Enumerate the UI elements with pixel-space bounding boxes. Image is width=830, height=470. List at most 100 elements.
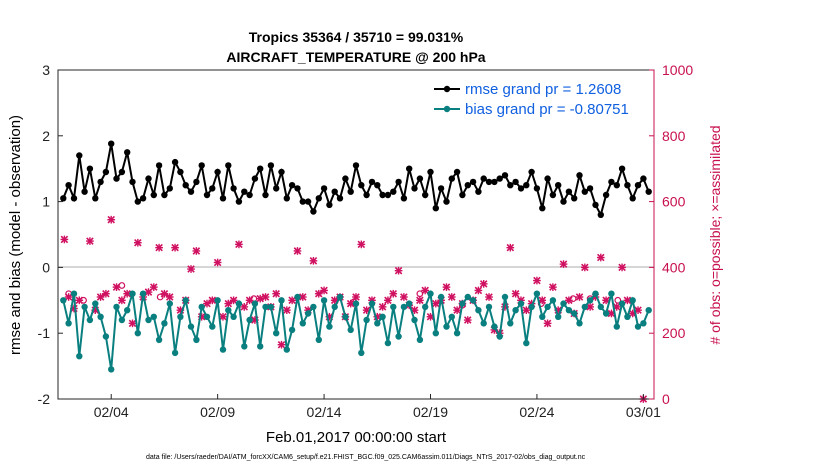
bias-point [278, 297, 285, 304]
bias-point [81, 303, 88, 311]
obs-assimilated-point [485, 293, 493, 301]
rmse-point [501, 172, 509, 179]
rmse-point [150, 191, 157, 199]
bias-point [539, 313, 546, 320]
rmse-point [347, 188, 354, 195]
rmse-point [358, 182, 365, 189]
bias-point [608, 290, 615, 297]
plot-area [57, 69, 655, 403]
bias-point [448, 313, 455, 320]
bias-point [411, 316, 418, 324]
rmse-point [86, 165, 94, 172]
rmse-point [576, 172, 583, 179]
rmse-point [539, 205, 546, 212]
bias-point [171, 349, 179, 357]
obs-assimilated-point [293, 247, 302, 255]
rmse-point [118, 168, 126, 176]
obs-assimilated-point [580, 263, 589, 272]
bias-point [315, 336, 322, 343]
rmse-point [76, 152, 83, 159]
rmse-point [555, 182, 562, 189]
bias-point [533, 290, 541, 297]
rmse-point [161, 191, 168, 199]
bias-point [501, 293, 509, 301]
rmse-point [283, 195, 290, 202]
rmse-point [517, 185, 525, 192]
bias-point [310, 303, 317, 311]
rmse-point [251, 175, 259, 182]
bias-point [225, 307, 232, 314]
y-tick-label: -1 [38, 325, 51, 341]
rmse-point [342, 175, 349, 182]
obs-assimilated-point [421, 286, 430, 295]
rmse-point [560, 198, 567, 205]
y-tick-label: 1 [42, 194, 50, 210]
obs-assimilated-point [543, 319, 552, 328]
obs-possible-point [614, 296, 622, 304]
bias-point [187, 323, 195, 330]
rmse-point [528, 168, 535, 176]
x-axis-label: Feb.01,2017 00:00:00 start [266, 429, 447, 446]
bias-point [379, 313, 386, 320]
rmse-point [257, 165, 264, 172]
x-tick-label: 03/01 [626, 404, 661, 420]
rmse-point [618, 165, 626, 172]
rmse-point [209, 185, 216, 192]
y-tick-label: 0 [42, 259, 50, 275]
rmse-point [139, 195, 147, 202]
rmse-point [326, 201, 333, 209]
bias-point [161, 320, 168, 327]
bias-point [60, 297, 67, 304]
bias-point [326, 323, 333, 330]
obs-assimilated-point [384, 296, 392, 305]
rmse-point [523, 182, 530, 189]
bias-point [358, 349, 365, 357]
bias-point [70, 290, 78, 297]
rmse-point [480, 175, 487, 182]
rmse-point [416, 175, 424, 182]
rmse-point [507, 182, 514, 189]
obs-assimilated-point [60, 235, 69, 244]
obs-assimilated-point [533, 276, 541, 285]
bias-point [113, 303, 120, 311]
bias-point [267, 303, 275, 311]
bias-point [108, 366, 115, 373]
obs-assimilated-point [213, 258, 222, 267]
bias-point [97, 313, 104, 320]
y-right-tick-label: 1000 [662, 62, 693, 78]
rmse-point [581, 188, 588, 195]
rmse-point [241, 188, 248, 195]
rmse-point [225, 162, 232, 169]
y-axis-right-label: # of obs: o=possible; ×=assimilated [707, 125, 723, 344]
rmse-point [640, 175, 647, 182]
rmse-point [544, 175, 551, 182]
obs-assimilated-point [463, 316, 472, 324]
obs-assimilated-point [447, 293, 456, 301]
obs-assimilated-point [277, 340, 286, 349]
rmse-point [384, 191, 392, 199]
bias-point [182, 297, 189, 304]
x-tick-label: 02/09 [200, 404, 235, 420]
bias-point [581, 303, 588, 311]
rmse-point [368, 178, 376, 186]
legend: rmse grand pr = 1.2608 bias grand pr = -… [430, 78, 648, 120]
bias-point [283, 346, 290, 353]
rmse-point [203, 191, 211, 199]
rmse-point [485, 178, 493, 186]
bias-point [352, 300, 360, 307]
obs-assimilated-point [394, 266, 403, 275]
bias-point [592, 290, 599, 297]
chart-title-line1: Tropics 35364 / 35710 = 99.031% [249, 29, 464, 45]
rmse-point [235, 198, 243, 205]
legend-rmse-label: rmse grand pr = 1.2608 [465, 81, 621, 98]
obs-assimilated-point [165, 293, 174, 301]
bias-point [124, 307, 131, 314]
bias-point [241, 343, 248, 350]
y-right-tick-label: 200 [662, 325, 686, 341]
bias-point [517, 300, 525, 307]
obs-assimilated-point [559, 260, 568, 268]
bias-point [368, 300, 376, 307]
rmse-point [427, 168, 434, 176]
rmse-point [310, 208, 317, 215]
rmse-point [145, 175, 152, 182]
